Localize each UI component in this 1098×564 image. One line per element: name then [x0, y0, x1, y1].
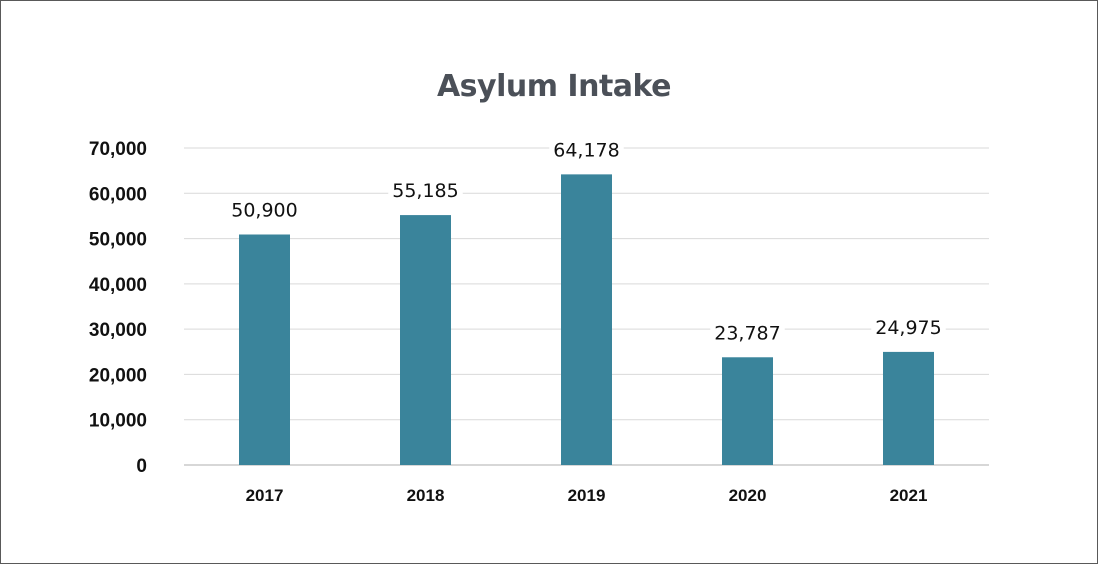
- data-label-background: [710, 321, 785, 346]
- data-label-2021: 24,975: [875, 317, 941, 339]
- data-label-2020: 23,787: [714, 322, 780, 344]
- y-tick-label: 70,000: [89, 139, 147, 160]
- x-tick-label-2019: 2019: [568, 486, 606, 505]
- bar-2021: [883, 351, 934, 465]
- data-label-2017: 50,900: [231, 199, 297, 221]
- y-tick-label: 0: [136, 456, 147, 477]
- data-label-2018: 55,185: [392, 180, 458, 202]
- data-labels: 50,900 55,185 64,178 23,787 24,975: [227, 138, 946, 346]
- y-tick-label: 10,000: [89, 411, 147, 432]
- data-label-2019: 64,178: [553, 139, 619, 161]
- data-label-background: [388, 179, 463, 204]
- data-label-background: [871, 315, 946, 340]
- chart-title: Asylum Intake: [437, 69, 671, 104]
- data-label-background: [227, 198, 302, 223]
- data-label-background: [549, 138, 624, 163]
- y-tick-label: 40,000: [89, 275, 147, 296]
- x-tick-label-2020: 2020: [729, 486, 767, 505]
- y-tick-label: 60,000: [89, 184, 147, 205]
- x-axis-tick-labels: 2017 2018 2019 2020 2021: [246, 486, 928, 505]
- y-tick-label: 20,000: [89, 365, 147, 386]
- bar-2020: [722, 357, 773, 465]
- x-tick-label-2017: 2017: [246, 486, 284, 505]
- bar-2019: [561, 174, 612, 465]
- bars: [239, 174, 934, 465]
- y-axis-tick-labels: 0 10,000 20,000 30,000 40,000 50,000 60,000 70,…: [89, 139, 147, 477]
- y-tick-label: 30,000: [89, 320, 147, 341]
- bar-2017: [239, 234, 290, 465]
- x-tick-label-2018: 2018: [407, 486, 445, 505]
- y-tick-label: 50,000: [89, 230, 147, 251]
- bar-2018: [400, 215, 451, 465]
- x-tick-label-2021: 2021: [890, 486, 928, 505]
